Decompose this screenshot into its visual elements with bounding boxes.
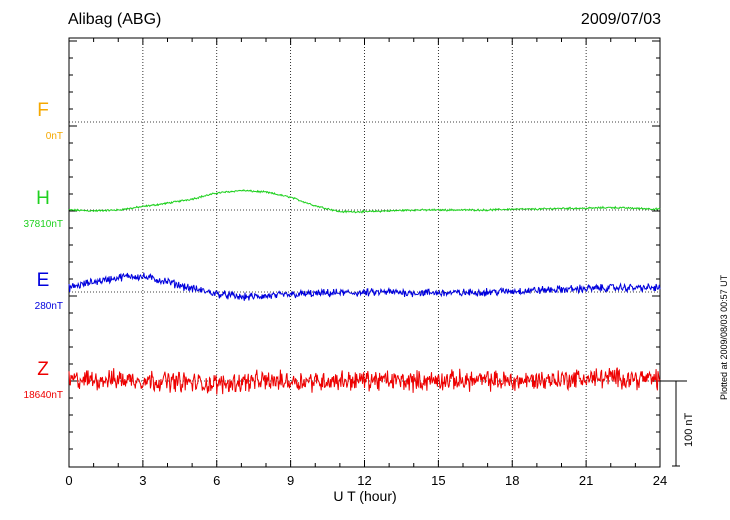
channel-label-h: H (36, 188, 50, 209)
plot-date: 2009/07/03 (580, 11, 661, 28)
scale-bar-label: 100 nT (683, 412, 695, 447)
station-title: Alibag (ABG) (68, 11, 162, 28)
x-tick-label: 24 (653, 473, 667, 488)
channel-baseline-e: 280nT (35, 301, 63, 312)
channel-label-e: E (37, 270, 50, 291)
x-tick-label: 3 (139, 473, 146, 488)
x-tick-label: 21 (579, 473, 593, 488)
trace-h (68, 189, 661, 214)
x-axis-label: U T (hour) (333, 488, 397, 504)
channel-baseline-z: 18640nT (24, 390, 63, 401)
x-tick-label: 12 (357, 473, 371, 488)
x-tick-label: 18 (505, 473, 519, 488)
x-tick-label: 6 (213, 473, 220, 488)
x-tick-label: 0 (65, 473, 72, 488)
channel-baseline-f: 0nT (46, 131, 63, 142)
x-tick-label: 9 (287, 473, 294, 488)
trace-e (68, 272, 661, 301)
plot-frame (68, 37, 661, 468)
trace-z (68, 367, 661, 395)
channel-label-f: F (37, 100, 49, 121)
x-tick-label: 15 (431, 473, 445, 488)
channel-label-z: Z (37, 359, 49, 380)
channel-baseline-h: 37810nT (24, 219, 63, 230)
plotted-timestamp: Plotted at 2009/08/03 00:57 UT (719, 274, 729, 400)
